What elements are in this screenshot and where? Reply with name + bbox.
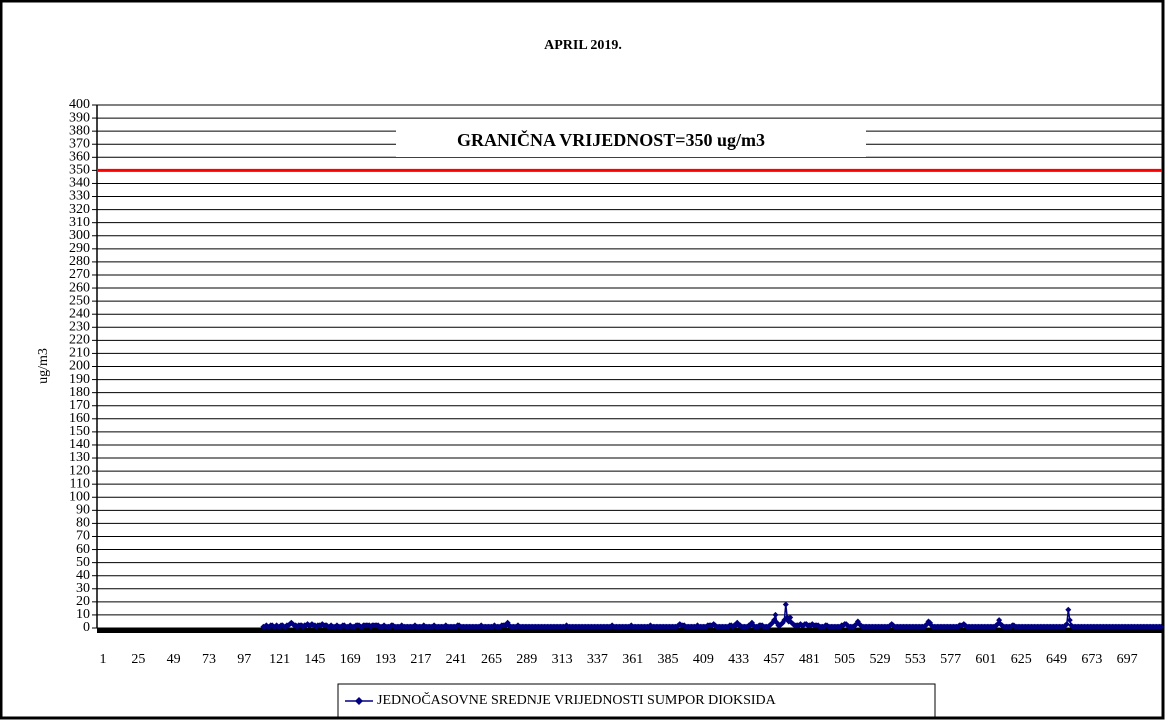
y-tick-label: 30 — [76, 581, 90, 596]
x-tick-label: 337 — [587, 652, 608, 667]
x-tick-label: 97 — [237, 652, 251, 667]
y-tick-label: 50 — [76, 555, 90, 570]
x-tick-label: 673 — [1081, 652, 1102, 667]
x-tick-label: 1 — [100, 652, 107, 667]
y-tick-label: 10 — [76, 607, 90, 622]
x-tick-label: 25 — [131, 652, 145, 667]
y-tick-label: 180 — [69, 385, 90, 400]
y-tick-label: 300 — [69, 228, 90, 243]
legend-label: JEDNOČASOVNE SREDNJE VRIJEDNOSTI SUMPOR … — [377, 691, 777, 708]
y-tick-label: 80 — [76, 516, 90, 531]
y-tick-label: 240 — [69, 306, 90, 321]
x-tick-label: 481 — [799, 652, 820, 667]
x-tick-label: 409 — [693, 652, 714, 667]
y-tick-label: 210 — [69, 346, 90, 361]
y-tick-label: 290 — [69, 241, 90, 256]
x-tick-label: 529 — [869, 652, 890, 667]
x-axis-band — [97, 628, 1162, 633]
y-tick-label: 110 — [70, 476, 90, 491]
y-tick-label: 260 — [69, 280, 90, 295]
y-tick-label: 370 — [69, 136, 90, 151]
x-tick-label: 505 — [834, 652, 855, 667]
y-tick-label: 20 — [76, 594, 90, 609]
y-tick-label: 330 — [69, 189, 90, 204]
y-tick-label: 150 — [69, 424, 90, 439]
x-tick-label: 265 — [481, 652, 502, 667]
y-tick-label: 40 — [76, 568, 90, 583]
y-tick-label: 360 — [69, 150, 90, 165]
y-tick-label: 320 — [69, 202, 90, 217]
x-tick-label: 457 — [763, 652, 784, 667]
y-tick-label: 90 — [76, 503, 90, 518]
y-axis-label: ug/m3 — [36, 348, 51, 384]
y-tick-label: 310 — [69, 215, 90, 230]
y-tick-label: 190 — [69, 372, 90, 387]
data-point — [1066, 617, 1073, 624]
y-tick-label: 400 — [69, 97, 90, 112]
x-tick-label: 241 — [446, 652, 467, 667]
x-tick-label: 49 — [167, 652, 181, 667]
x-tick-label: 649 — [1046, 652, 1067, 667]
y-tick-label: 60 — [76, 542, 90, 557]
x-tick-label: 217 — [410, 652, 431, 667]
x-tick-label: 145 — [304, 652, 325, 667]
x-tick-label: 553 — [905, 652, 926, 667]
x-tick-label: 193 — [375, 652, 396, 667]
y-tick-label: 280 — [69, 254, 90, 269]
x-tick-label: 289 — [516, 652, 537, 667]
legend-marker — [355, 697, 363, 705]
x-tick-label: 73 — [202, 652, 216, 667]
y-tick-label: 340 — [69, 176, 90, 191]
y-tick-label: 200 — [69, 359, 90, 374]
data-point — [782, 601, 789, 608]
x-tick-label: 625 — [1011, 652, 1032, 667]
y-tick-label: 380 — [69, 123, 90, 138]
x-tick-label: 313 — [552, 652, 573, 667]
y-tick-label: 130 — [69, 450, 90, 465]
y-tick-label: 250 — [69, 293, 90, 308]
x-tick-label: 385 — [658, 652, 679, 667]
y-tick-label: 220 — [69, 333, 90, 348]
x-tick-label: 697 — [1117, 652, 1138, 667]
y-tick-label: 0 — [83, 620, 90, 635]
x-tick-label: 121 — [269, 652, 290, 667]
chart-title: APRIL 2019. — [544, 38, 622, 53]
y-tick-label: 230 — [69, 319, 90, 334]
x-tick-label: 361 — [622, 652, 643, 667]
x-tick-label: 169 — [340, 652, 361, 667]
x-tick-label: 601 — [975, 652, 996, 667]
y-tick-label: 390 — [69, 110, 90, 125]
y-tick-label: 120 — [69, 463, 90, 478]
y-tick-label: 100 — [69, 489, 90, 504]
y-tick-label: 350 — [69, 163, 90, 178]
data-point — [1065, 606, 1072, 613]
y-tick-label: 140 — [69, 437, 90, 452]
data-point — [772, 611, 779, 618]
y-tick-label: 70 — [76, 529, 90, 544]
annotation: GRANIČNA VRIJEDNOST=350 ug/m3 — [457, 129, 765, 150]
y-tick-label: 160 — [69, 411, 90, 426]
data-point — [787, 614, 794, 621]
x-tick-label: 433 — [728, 652, 749, 667]
y-tick-label: 170 — [69, 398, 90, 413]
x-tick-label: 577 — [940, 652, 961, 667]
annotation-box — [396, 127, 866, 157]
legend-box — [337, 683, 936, 718]
y-tick-label: 270 — [69, 267, 90, 282]
data-point — [1063, 621, 1070, 628]
data-point — [1158, 623, 1164, 630]
